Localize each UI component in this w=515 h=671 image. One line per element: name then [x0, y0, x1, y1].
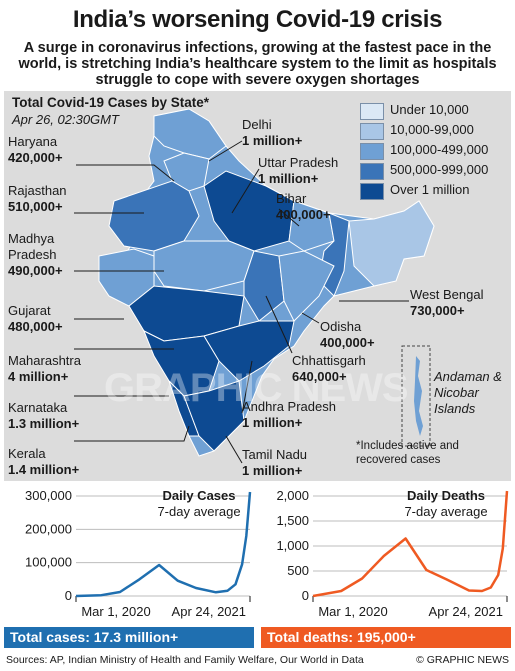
state-odisha [278, 250, 335, 322]
y-tick-label: 300,000 [25, 488, 72, 503]
state-label-chhattisgarh: Chhattisgarh 640,000+ [292, 353, 366, 385]
state-label-karnataka: Karnataka 1.3 million+ [8, 400, 79, 432]
state-value: 1.4 million+ [8, 462, 80, 477]
leader-lines [74, 140, 409, 464]
daily-deaths-svg: 2,000 1,500 1,000 500 0 Mar 1, 2020 Apr 24, 20… [276, 488, 509, 619]
state-value: 400,000+ [320, 335, 375, 350]
chart-title: Daily Deaths [406, 488, 486, 503]
state-value: 640,000+ [292, 369, 347, 384]
state-name: West Bengal [410, 287, 484, 302]
state-label-andhra-pradesh: Andhra Pradesh 1 million+ [242, 399, 336, 431]
legend-label: 500,000-999,000 [390, 162, 489, 177]
page-title: India’s worsening Covid-19 crisis [72, 6, 443, 33]
state-value: 510,000+ [8, 199, 63, 214]
map-date: Apr 26, 02:30GMT [12, 112, 119, 127]
state-name: Karnataka [8, 400, 68, 415]
andaman-label: Andaman & Nicobar Islands [434, 369, 502, 416]
state-label-uttar-pradesh: Uttar Pradesh 1 million+ [258, 155, 338, 187]
legend-label: 10,000-99,000 [390, 122, 474, 137]
state-value: 4 million+ [8, 369, 69, 384]
x-tick-label: Mar 1, 2020 [81, 604, 150, 619]
y-tick-label: 100,000 [25, 555, 72, 570]
y-tick-label: 1,000 [276, 538, 309, 553]
map-heading: Total Covid-19 Cases by State* [12, 95, 210, 110]
state-label-haryana: Haryana 420,000+ [8, 134, 63, 166]
total-cases-bar: Total cases: 17.3 million+ [4, 627, 254, 648]
series-line [75, 491, 252, 598]
chart-title: Daily Cases [162, 488, 236, 503]
state-name: Kerala [8, 446, 46, 461]
y-tick-label: 0 [302, 588, 309, 603]
legend-swatch [360, 163, 384, 180]
state-label-west-bengal: West Bengal 730,000+ [410, 287, 483, 319]
state-value: 400,000+ [276, 207, 331, 222]
y-tick-label: 500 [287, 563, 309, 578]
state-value: 1 million+ [242, 133, 303, 148]
page-subtitle: A surge in coronavirus infections, growi… [18, 40, 497, 88]
state-label-tamil-nadu: Tamil Nadu 1 million+ [242, 447, 307, 479]
sources: Sources: AP, Indian Ministry of Health a… [6, 654, 364, 666]
state-name: Madhya Pradesh [8, 231, 57, 262]
credit: © GRAPHIC NEWS [416, 654, 509, 666]
state-name: Odisha [320, 319, 362, 334]
state-name: Maharashtra [8, 353, 81, 368]
state-label-kerala: Kerala 1.4 million+ [8, 446, 79, 478]
india-map [74, 108, 435, 464]
legend-label: Over 1 million [390, 182, 470, 197]
state-northeast [348, 200, 435, 287]
state-label-gujarat: Gujarat 480,000+ [8, 303, 63, 335]
legend-label: 100,000-499,000 [390, 142, 489, 157]
state-value: 1.3 million+ [8, 416, 80, 431]
andaman-islands [414, 356, 423, 436]
state-label-maharashtra: Maharashtra 4 million+ [8, 353, 81, 385]
state-name: Tamil Nadu [242, 447, 308, 462]
y-tick-label: 1,500 [276, 513, 309, 528]
state-name: Delhi [242, 117, 272, 132]
daily-cases-svg: 300,000 200,000 100,000 0 Mar 1, 2020 Apr 24,… [25, 488, 252, 619]
state-value: 1 million+ [242, 415, 303, 430]
legend-swatch [360, 123, 384, 140]
state-kerala [168, 380, 200, 437]
state-label-odisha: Odisha 400,000+ [320, 319, 375, 351]
state-name: Gujarat [8, 303, 51, 318]
daily-cases-chart: 300,000 200,000 100,000 0 Mar 1, 2020 Apr 24,… [4, 484, 254, 626]
state-name: Chhattisgarh [292, 353, 366, 368]
state-value: 1 million+ [258, 171, 319, 186]
daily-deaths-chart: 2,000 1,500 1,000 500 0 Mar 1, 2020 Apr 24, 20… [261, 484, 511, 626]
state-name: Haryana [8, 134, 58, 149]
state-name: Andhra Pradesh [242, 399, 336, 414]
legend-swatch [360, 103, 384, 120]
total-deaths-bar: Total deaths: 195,000+ [261, 627, 511, 648]
y-tick-label: 200,000 [25, 521, 72, 536]
map-footnote: *Includes active and recovered cases [356, 440, 459, 466]
state-name: Bihar [276, 191, 307, 206]
state-value: 480,000+ [8, 319, 63, 334]
legend-swatch [360, 183, 384, 200]
x-tick-label: Mar 1, 2020 [318, 604, 387, 619]
x-tick-label: Apr 24, 2021 [429, 604, 503, 619]
state-tamil-nadu [183, 380, 245, 452]
state-value: 730,000+ [410, 303, 465, 318]
y-tick-label: 2,000 [276, 488, 309, 503]
state-name: Uttar Pradesh [258, 155, 339, 170]
state-value: 490,000+ [8, 263, 63, 278]
andaman-box [401, 345, 431, 447]
state-bihar [288, 200, 335, 252]
state-label-madhya-pradesh: Madhya Pradesh 490,000+ [8, 231, 78, 279]
map-panel: Total Covid-19 Cases by State* Apr 26, 0… [4, 91, 511, 481]
state-label-bihar: Bihar 400,000+ [276, 191, 331, 223]
legend-swatch [360, 143, 384, 160]
x-tick-label: Apr 24, 2021 [172, 604, 246, 619]
chart-subtitle: 7-day average [157, 504, 241, 519]
state-name: Rajasthan [8, 183, 67, 198]
state-label-rajasthan: Rajasthan 510,000+ [8, 183, 67, 215]
state-label-delhi: Delhi 1 million+ [242, 117, 302, 149]
y-tick-label: 0 [65, 588, 72, 603]
chart-subtitle: 7-day average [404, 504, 488, 519]
legend-label: Under 10,000 [390, 102, 469, 117]
series-line [312, 490, 509, 598]
state-value: 1 million+ [242, 463, 303, 478]
state-value: 420,000+ [8, 150, 63, 165]
